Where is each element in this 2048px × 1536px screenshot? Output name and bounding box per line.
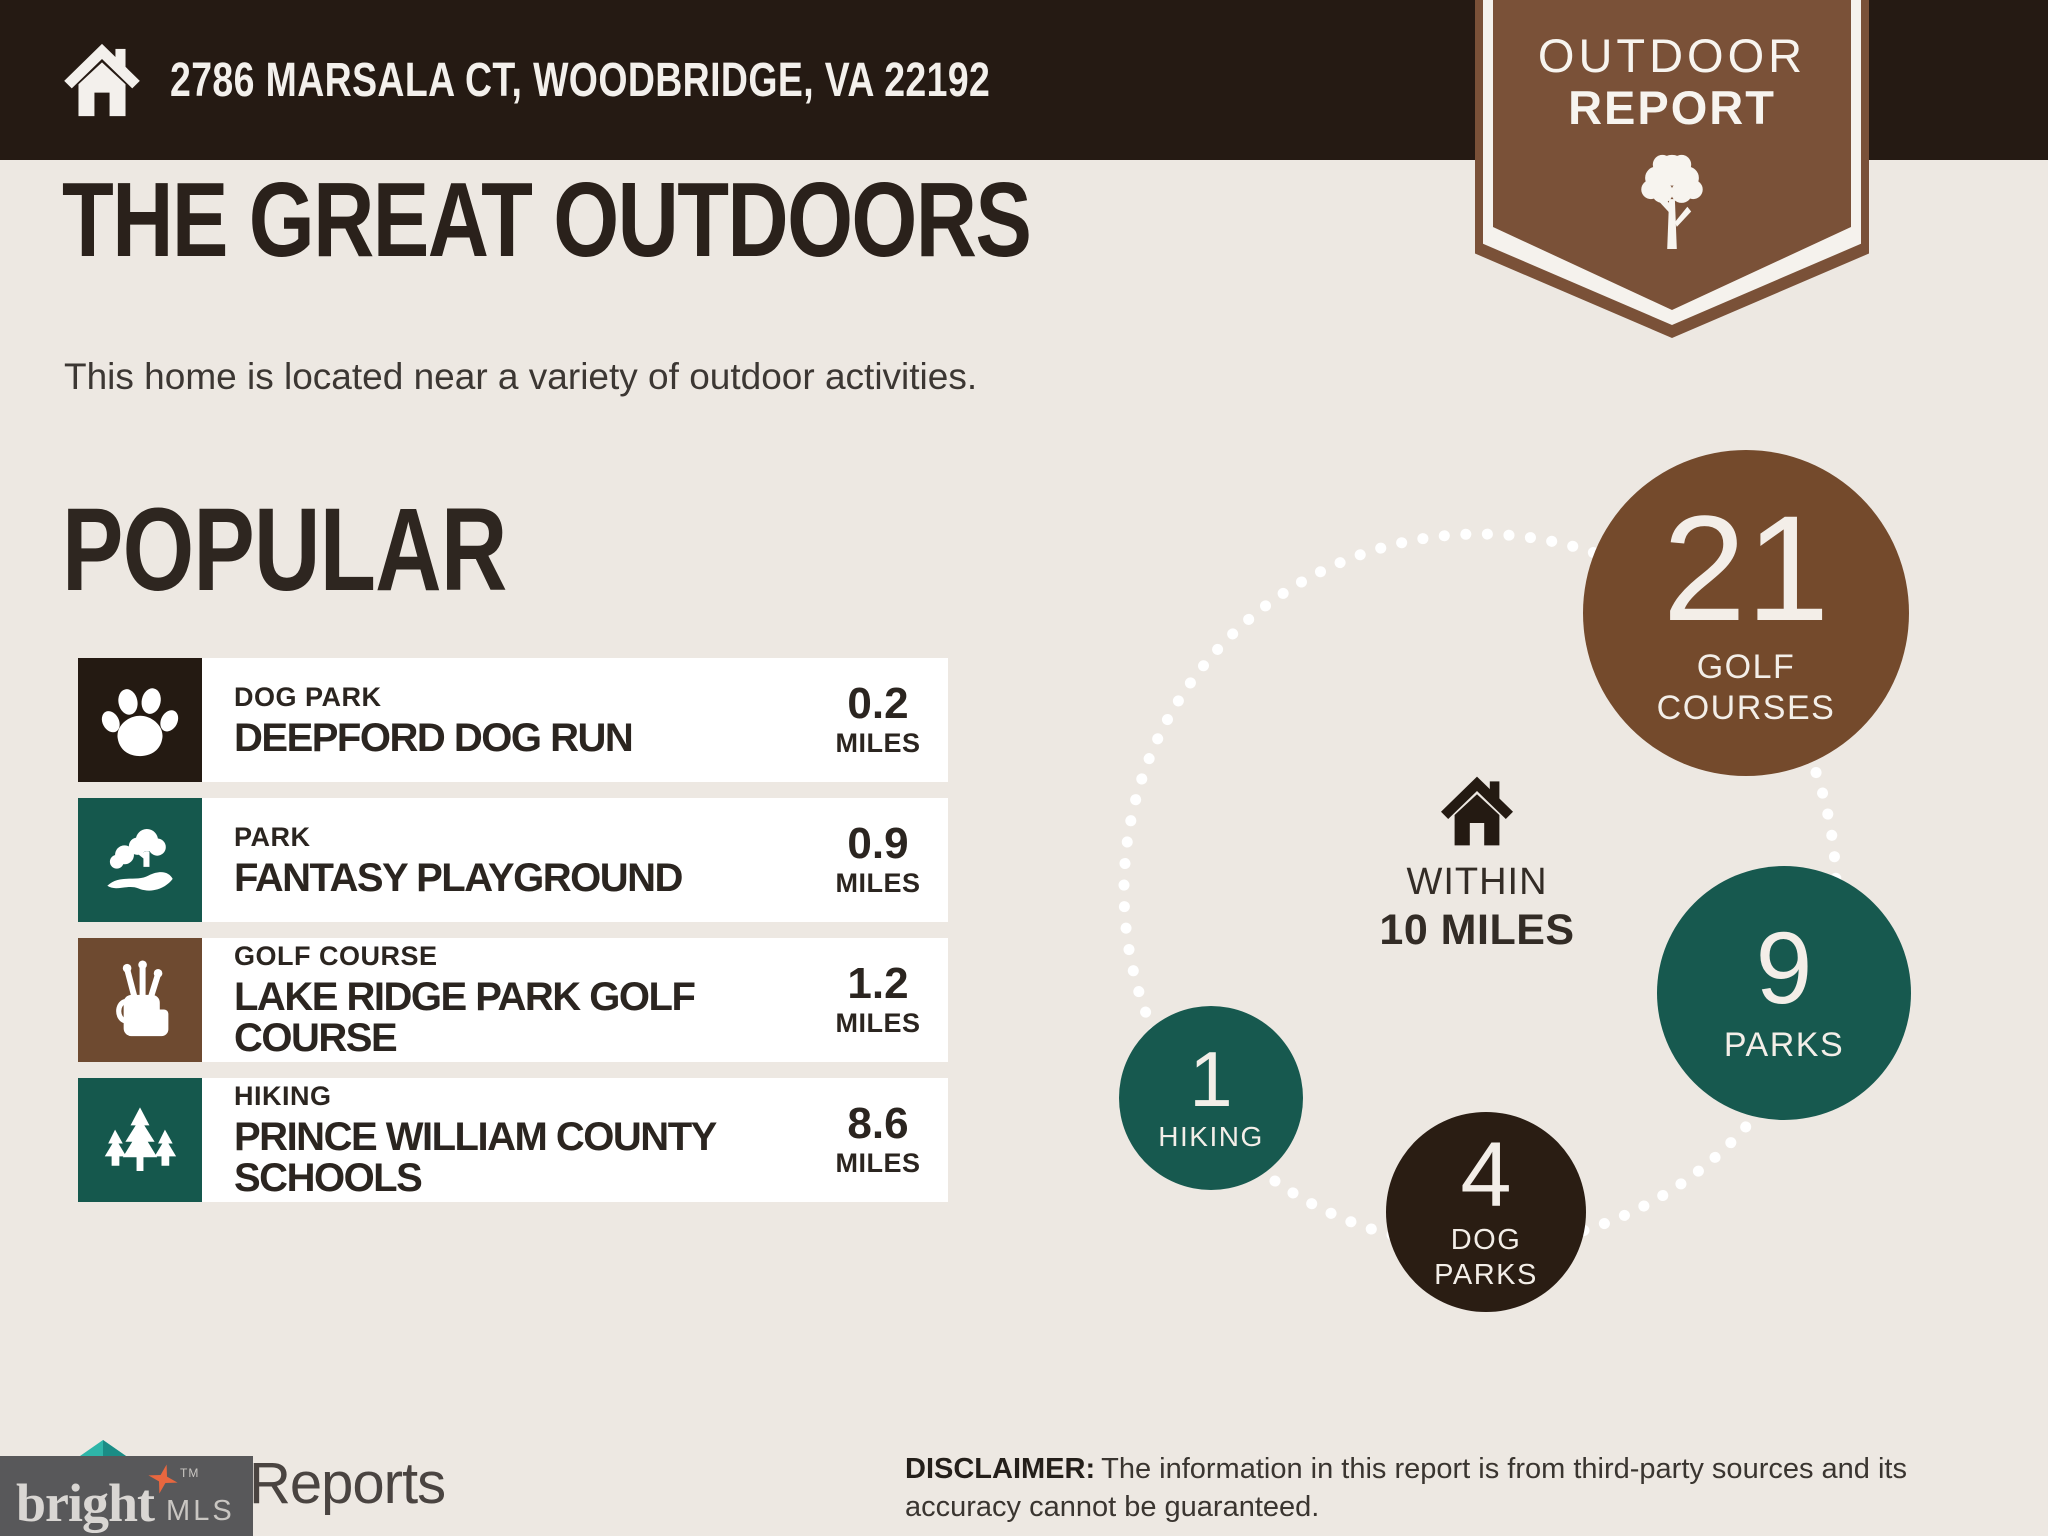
item-name: DEEPFORD DOG RUN <box>234 715 634 760</box>
item-category: GOLF COURSE <box>234 941 438 972</box>
popular-heading: POPULAR <box>62 484 507 616</box>
disclaimer: DISCLAIMER: The information in this repor… <box>905 1450 1980 1527</box>
popular-list: DOG PARK DEEPFORD DOG RUN 0.2 MILES <box>78 658 948 1218</box>
item-name: LAKE RIDGE PARK GOLF COURSE <box>234 975 696 1060</box>
distance-unit: MILES <box>835 1147 921 1178</box>
item-distance: 1.2 MILES <box>822 958 934 1039</box>
radius-center: WITHIN 10 MILES <box>1327 772 1627 955</box>
item-name: PRINCE WILLIAM COUNTY SCHOOLS <box>234 1115 717 1200</box>
distance-value: 0.2 <box>847 678 909 728</box>
distance-value: 1.2 <box>847 958 909 1008</box>
page-title: THE GREAT OUTDOORS <box>62 161 1032 279</box>
bubble-dog-parks: 4 DOG PARKS <box>1386 1112 1586 1312</box>
bright-wordmark: bright <box>16 1473 155 1534</box>
distance-unit: MILES <box>835 867 921 898</box>
distance-unit: MILES <box>835 1007 921 1038</box>
popular-item-body: PARK FANTASY PLAYGROUND 0.9 MILES <box>202 798 948 922</box>
bubble-value: 9 <box>1755 911 1813 1026</box>
bubble-hiking: 1 HIKING <box>1119 1006 1303 1190</box>
item-category: HIKING <box>234 1081 332 1112</box>
golf-bag-icon <box>78 938 202 1062</box>
bubble-value: 21 <box>1662 483 1830 652</box>
bubble-value: 1 <box>1189 1035 1233 1124</box>
item-name: FANTASY PLAYGROUND <box>234 855 683 900</box>
tree-icon <box>1641 155 1703 250</box>
home-icon <box>1441 776 1513 846</box>
popular-item-dog-park: DOG PARK DEEPFORD DOG RUN 0.2 MILES <box>78 658 948 782</box>
ribbon-content: OUTDOOR REPORT <box>1475 0 1869 338</box>
distance-unit: MILES <box>835 727 921 758</box>
ribbon-title-line1: OUTDOOR <box>1537 29 1807 82</box>
item-distance: 8.6 MILES <box>822 1098 934 1179</box>
pine-trees-icon <box>78 1078 202 1202</box>
popular-item-body: DOG PARK DEEPFORD DOG RUN 0.2 MILES <box>202 658 948 782</box>
bubble-label: HIKING <box>1158 1121 1264 1153</box>
disclaimer-text: The information in this report is from t… <box>905 1453 1907 1524</box>
within-miles: 10 MILES <box>1379 906 1575 954</box>
bright-mls-logo: bright TM MLS <box>0 1456 253 1536</box>
bubble-label: PARKS <box>1723 1026 1845 1065</box>
bubble-value: 4 <box>1460 1123 1512 1226</box>
star-icon <box>148 1464 178 1494</box>
reports-roof-icon <box>80 1440 126 1456</box>
bubble-label: GOLF COURSES <box>1656 648 1836 728</box>
bubble-golf-courses: 21 GOLF COURSES <box>1583 450 1909 776</box>
item-category: DOG PARK <box>234 681 382 712</box>
popular-item-body: HIKING PRINCE WILLIAM COUNTY SCHOOLS 8.6… <box>202 1078 948 1202</box>
disclaimer-label: DISCLAIMER: <box>905 1453 1096 1485</box>
within-label: WITHIN <box>1406 861 1548 903</box>
outdoor-report-ribbon: OUTDOOR REPORT <box>1475 0 1869 338</box>
popular-item-hiking: HIKING PRINCE WILLIAM COUNTY SCHOOLS 8.6… <box>78 1078 948 1202</box>
bubble-parks: 9 PARKS <box>1657 866 1911 1120</box>
mls-wordmark: MLS <box>166 1495 235 1528</box>
bubble-label: DOG PARKS <box>1434 1223 1538 1291</box>
popular-item-golf: GOLF COURSE LAKE RIDGE PARK GOLF COURSE … <box>78 938 948 1062</box>
park-icon <box>78 798 202 922</box>
paw-icon <box>78 658 202 782</box>
item-distance: 0.2 MILES <box>822 678 934 759</box>
item-distance: 0.9 MILES <box>822 818 934 899</box>
popular-item-park: PARK FANTASY PLAYGROUND 0.9 MILES <box>78 798 948 922</box>
page-subtitle: This home is located near a variety of o… <box>64 356 978 397</box>
ribbon-title-line2: REPORT <box>1568 80 1776 134</box>
popular-item-body: GOLF COURSE LAKE RIDGE PARK GOLF COURSE … <box>202 938 948 1062</box>
item-category: PARK <box>234 821 311 852</box>
distance-value: 8.6 <box>847 1098 909 1148</box>
trademark-symbol: TM <box>180 1466 200 1480</box>
reports-logo-text: Reports <box>249 1451 446 1516</box>
home-icon <box>64 43 140 117</box>
distance-value: 0.9 <box>847 818 909 868</box>
property-address: 2786 MARSALA CT, WOODBRIDGE, VA 22192 <box>170 53 991 107</box>
